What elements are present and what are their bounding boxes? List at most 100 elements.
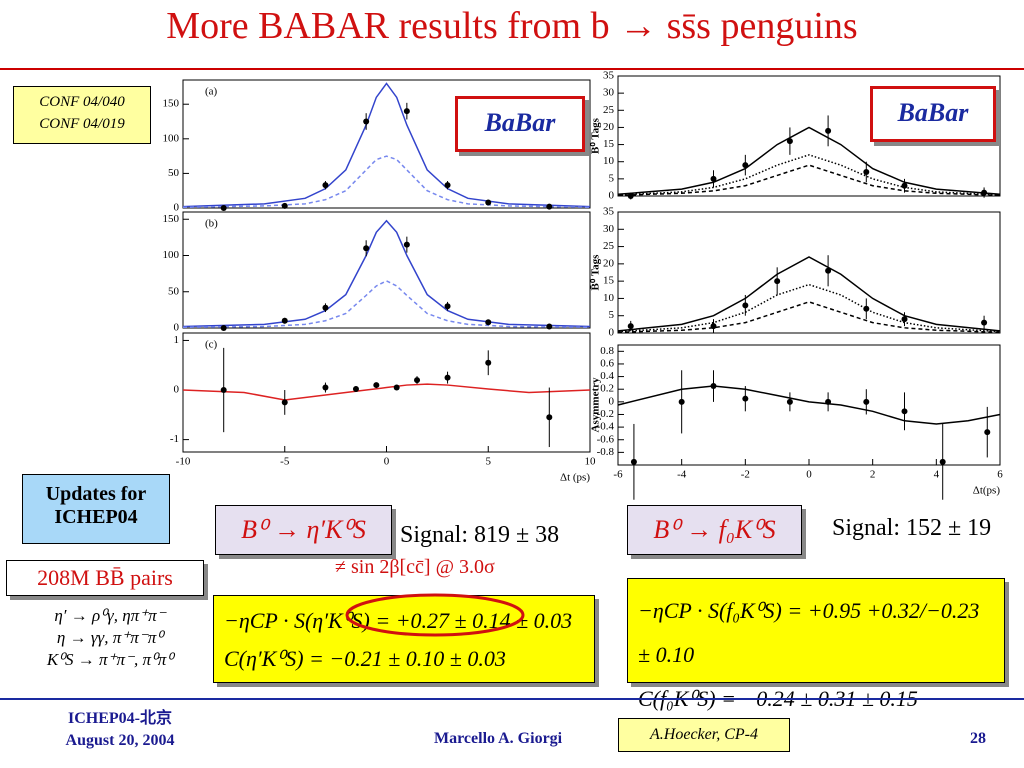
data-point [403,108,410,115]
data-point [444,182,451,189]
data-point [627,193,634,199]
x-tick-label: 0 [384,456,390,468]
result: C(η′K⁰S) = −0.21 ± 0.10 ± 0.03 [224,646,506,671]
plot-frame [617,75,1001,197]
x-tick-label: 2 [870,469,876,481]
data-point [710,175,717,182]
data-point [220,205,227,211]
data-point [901,408,908,415]
updates-box: Updates for ICHEP04 [22,474,170,544]
result: −ηCP · S(η′K⁰S) = +0.27 ± 0.14 ± 0.03 [224,608,573,633]
data-point [322,182,329,189]
data-point [220,325,227,331]
y-tick-label: 30 [603,87,615,99]
fit-curve [182,82,591,208]
y-tick-label: 0.8 [600,345,614,357]
panel-label: (b) [205,218,218,230]
x-tick-label: -6 [613,469,623,481]
data-point [901,316,908,323]
x-tick-label: 6 [997,469,1003,481]
data-point [373,382,380,389]
plot-frame [182,79,591,209]
data-point [786,138,793,145]
data-point [863,169,870,175]
y-tick-label: 30 [603,223,615,235]
y-tick-label: 35 [603,70,615,82]
data-point [322,384,329,391]
y-tick-label: 150 [163,213,180,225]
y-tick-label: 1 [174,334,180,346]
fit-curve [617,256,1001,332]
panel-label: (c) [205,339,218,351]
footer-left: ICHEP04-北京 August 20, 2004 [40,708,200,752]
result-box: −ηCP · S(f₀K⁰S) = +0.95 +0.32/−0.23 ± 0.… [627,578,1005,711]
note: ≠ sin 2β[cc̄] @ 3.0σ [335,556,495,578]
data-point [742,302,749,309]
y-tick-label: 15 [603,275,615,287]
title-rule [0,68,1024,70]
date: August 20, 2004 [65,732,175,749]
y-tick-label: 0 [609,190,615,202]
data-point [981,189,988,196]
y-axis-label: B⁰ Tags [590,117,602,154]
fit-curve [617,301,1001,334]
y-tick-label: 25 [603,104,615,116]
x-axis-label: Δt(ps) [973,485,1001,497]
data-point [825,127,832,134]
y-tick-label: 0.2 [600,383,614,395]
x-axis-label: Δt (ps) [560,472,590,484]
data-point [863,398,870,405]
x-tick-label: -4 [677,469,687,481]
data-point [352,386,359,393]
footer-rule [0,698,1024,700]
data-point [393,384,400,391]
data-point [220,387,227,394]
data-point [485,199,492,206]
y-tick-label: -0.8 [597,446,615,458]
slide-title: More BABAR results from b → ss̄s penguin… [166,5,858,47]
mode-box: B⁰ → η′K⁰S [215,505,392,555]
y-tick-label: 5 [609,309,615,321]
data-point [825,267,832,274]
plot-frame [182,211,591,329]
signal: Signal: 152 ± 19 [832,515,992,541]
result-box: −ηCP · S(η′K⁰S) = +0.27 ± 0.14 ± 0.03 C(… [213,595,595,683]
y-tick-label: 50 [168,285,180,297]
data-point [485,359,492,366]
decay: K⁰S → π⁺π⁻, π⁰π⁰ [46,650,174,669]
credit: A.Hoecker, CP-4 [618,718,790,752]
x-tick-label: 4 [934,469,940,481]
y-tick-label: 0 [174,202,180,214]
plot-frame [617,211,1001,334]
fit-curve [182,219,591,328]
y-tick-label: 5 [609,172,615,184]
y-tick-label: 0 [174,384,180,396]
y-axis-label: B̄⁰ Tags [590,254,602,291]
result: −ηCP · S(f₀K⁰S) = +0.95 +0.32/−0.23 ± 0.… [638,598,980,667]
data-point [444,374,451,381]
babar-logo: BaBar [455,96,585,152]
data-point [546,323,553,330]
y-tick-label: 20 [603,257,615,269]
highlight-ellipse [345,593,525,637]
data-point [678,398,685,405]
data-point [774,278,781,285]
page-number: 28 [970,730,986,747]
y-tick-label: 10 [603,292,615,304]
data-point [630,458,637,465]
y-tick-label: 20 [603,121,615,133]
data-point [981,319,988,326]
highlight [345,593,525,637]
y-tick-label: 0 [609,327,615,339]
data-point [546,414,553,421]
data-point [825,398,832,405]
fit-curve [617,283,1001,333]
conference: ICHEP04-北京 [67,710,172,727]
data-point [281,317,288,324]
mode-box: B⁰ → f₀K⁰S [627,505,802,555]
data-point [281,202,288,209]
y-tick-label: 100 [163,132,180,144]
data-point [939,458,946,465]
